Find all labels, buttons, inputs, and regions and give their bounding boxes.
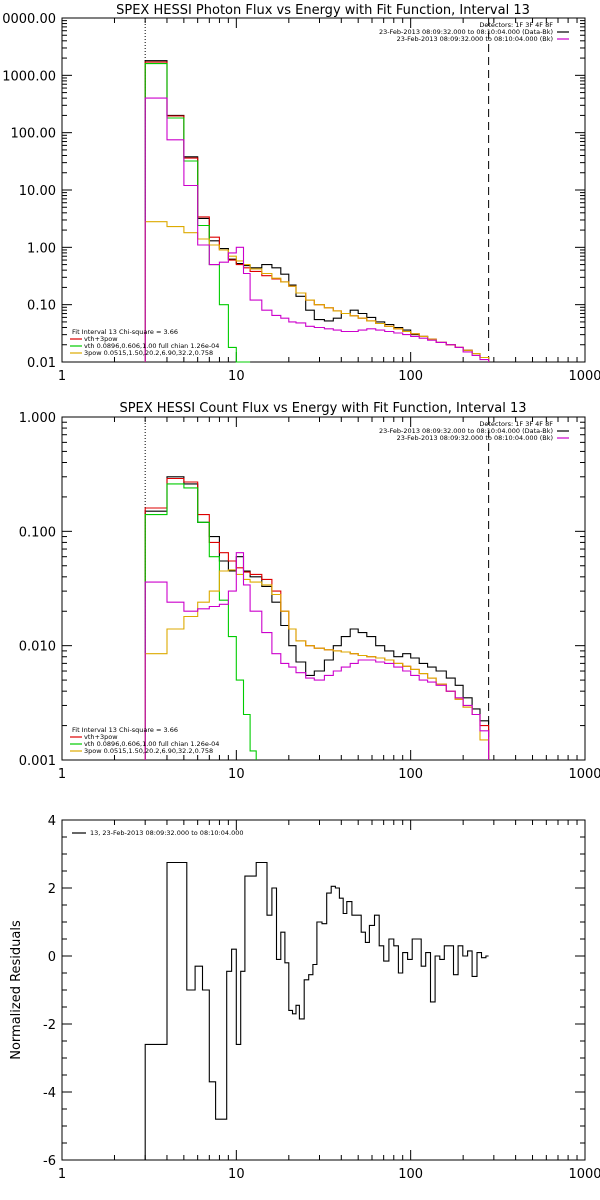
photon-flux-title: SPEX HESSI Photon Flux vs Energy with Fi… [116,3,530,18]
photon-flux-y-tick-label: 10.00 [19,184,56,199]
photon-flux-y-tick-label: 0.10 [27,299,56,314]
count-flux-y-axis: 0.001 0.010 0.100 1.000 [19,411,585,769]
photon-flux-y-tick-label: 0.01 [27,356,56,371]
residuals-plot-frame [61,819,586,1161]
photon-flux-y-tick-label: 1.00 [27,241,56,256]
photon-flux-series-3-histogram [144,221,490,362]
count-flux-y-tick-label: 0.001 [19,754,56,769]
residuals-series [144,861,489,1160]
residuals-panel: Normalized Residuals 1 10 100 1000 -6 -4 -2 0 2… [9,814,600,1182]
count-flux-x-axis: 1 10 100 1000 [58,417,600,782]
count-flux-series [144,476,490,760]
photon-flux-series-0-histogram [144,60,490,362]
count-flux-y-tick-label: 1.000 [19,411,56,426]
residuals-y-tick-label: 0 [48,950,56,965]
residuals-series-0-histogram [144,861,489,1160]
count-flux-legend-tr-entry: 23-Feb-2013 08:09:32.000 to 08:10:04.000… [397,434,553,442]
count-flux-x-tick-label: 10 [228,767,245,782]
photon-flux-x-tick-label: 1000 [568,369,600,384]
photon-flux-legend-tr-entry: 23-Feb-2013 08:09:32.000 to 08:10:04.000… [397,35,553,43]
count-flux-y-tick-label: 0.100 [19,525,56,540]
count-flux-x-tick-label: 100 [398,767,423,782]
photon-flux-legend-bl-entry: vth 0.0896,0.606,1.00 full chian 1.26e-0… [84,342,219,350]
photon-flux-legend-bl-entry: 3pow 0.0515,1.50,20.2,6.90,32.2,0.758 [84,349,213,357]
residuals-y-tick-label: -4 [43,1086,56,1101]
count-flux-plot-frame [61,416,586,761]
photon-flux-legend-tr-entry: Detectors: 1F 3F 4F 8F [479,21,553,29]
count-flux-legend-fit: Fit Interval 13 Chi-square = 3.66vth+3po… [70,726,219,755]
residuals-legend-entry: 13, 23-Feb-2013 08:09:32.000 to 08:10:04… [90,829,243,837]
count-flux-x-tick-label: 1 [58,767,66,782]
residuals-legend: 13, 23-Feb-2013 08:09:32.000 to 08:10:04… [72,829,243,837]
count-flux-y-tick-label: 0.010 [19,640,56,655]
photon-flux-y-tick-label: 1000.00 [2,69,56,84]
photon-flux-panel: SPEX HESSI Photon Flux vs Energy with Fi… [2,3,600,384]
photon-flux-y-tick-label: 0000.00 [2,12,56,27]
photon-flux-x-tick-label: 1 [58,369,66,384]
residuals-y-tick-label: 4 [48,814,56,829]
photon-flux-threshold-lines [144,18,490,362]
count-flux-series-0-histogram [144,476,490,760]
photon-flux-x-tick-label: 100 [398,369,423,384]
photon-flux-legend-fit: Fit Interval 13 Chi-square = 3.66vth+3po… [70,328,219,357]
residuals-x-tick-label: 1 [58,1167,66,1182]
photon-flux-series-1-histogram [144,61,490,362]
residuals-y-tick-label: -2 [43,1018,56,1033]
residuals-y-tick-label: 2 [48,882,56,897]
photon-flux-legend-tr-entry: 23-Feb-2013 08:09:32.000 to 08:10:04.000… [379,28,553,36]
count-flux-series-4-histogram [144,552,490,760]
photon-flux-legend-bl-entry: vth+3pow [84,335,118,343]
count-flux-threshold-lines [144,417,490,760]
photon-flux-x-tick-label: 10 [228,369,245,384]
count-flux-series-3-histogram [144,569,490,760]
photon-flux-series-4-histogram [144,97,490,362]
photon-flux-x-axis: 1 10 100 1000 [58,18,600,384]
residuals-y-tick-label: -6 [43,1154,56,1169]
residuals-x-tick-label: 100 [398,1167,423,1182]
count-flux-series-2-histogram [144,483,257,760]
count-flux-series-1-histogram [144,477,490,760]
count-flux-legend-tr-entry: Detectors: 1F 3F 4F 8F [479,420,553,428]
residuals-y-axis: -6 -4 -2 0 2 4 [43,814,585,1169]
photon-flux-y-axis: 0.01 0.10 1.00 10.00 100.00 1000.00 0000.00 [2,12,585,371]
photon-flux-series [144,60,490,363]
count-flux-legend-bl-entry: vth 0.0896,0.606,1.00 full chian 1.26e-0… [84,740,219,748]
count-flux-legend-tr-entry: 23-Feb-2013 08:09:32.000 to 08:10:04.000… [379,427,553,435]
photon-flux-plot-frame [61,17,586,363]
photon-flux-y-tick-label: 100.00 [11,127,57,142]
count-flux-legend-bl-entry: vth+3pow [84,733,118,741]
count-flux-legend-bl-entry: Fit Interval 13 Chi-square = 3.66 [72,726,178,734]
residuals-x-tick-label: 1000 [568,1167,600,1182]
photon-flux-legend-bl-entry: Fit Interval 13 Chi-square = 3.66 [72,328,178,336]
residuals-x-tick-label: 10 [228,1167,245,1182]
count-flux-x-tick-label: 1000 [568,767,600,782]
count-flux-panel: SPEX HESSI Count Flux vs Energy with Fit… [19,401,600,782]
count-flux-title: SPEX HESSI Count Flux vs Energy with Fit… [119,401,526,416]
count-flux-legend-bl-entry: 3pow 0.0515,1.50,20.2,6.90,32.2,0.758 [84,747,213,755]
residuals-x-axis: 1 10 100 1000 [58,820,600,1182]
residuals-y-axis-label: Normalized Residuals [9,920,24,1060]
